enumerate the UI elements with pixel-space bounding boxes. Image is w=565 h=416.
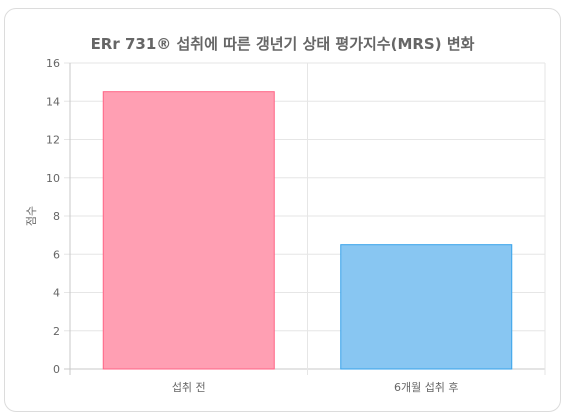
y-tick-label-1: 2	[53, 325, 60, 338]
y-tick-label-7: 14	[46, 95, 60, 108]
chart-title: ERr 731® 섭취에 따른 갱년기 상태 평가지수(MRS) 변화	[91, 35, 475, 53]
bar-0	[102, 91, 275, 370]
y-axis-label: 점수	[25, 206, 38, 226]
y-tick-label-8: 16	[46, 57, 60, 70]
bar-1	[340, 244, 513, 370]
y-tick-label-6: 12	[46, 134, 60, 147]
y-tick-label-2: 4	[53, 287, 60, 300]
x-tick-label-0: 섭취 전	[172, 381, 206, 394]
y-tick-label-4: 8	[53, 210, 60, 223]
y-tick-label-3: 6	[53, 248, 60, 261]
bars	[102, 91, 513, 370]
x-tick-label-1: 6개월 섭취 후	[394, 381, 459, 394]
x-tick-labels: 섭취 전 6개월 섭취 후	[172, 381, 459, 394]
y-tick-label-5: 10	[46, 172, 60, 185]
y-tick-labels: 0 2 4 6 8 10 12 14 16	[46, 57, 60, 376]
y-tick-label-0: 0	[53, 363, 60, 376]
